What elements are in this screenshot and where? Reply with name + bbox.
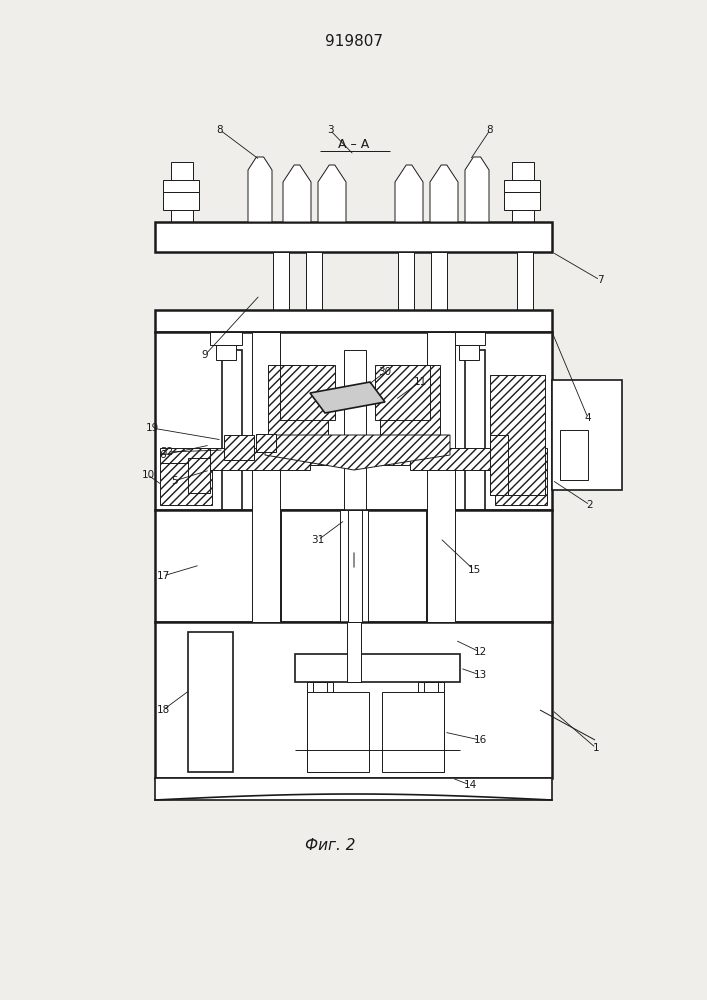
Bar [160,463,212,505]
Bar [310,448,410,465]
Bar [188,458,210,493]
Bar [222,350,242,510]
Text: 1: 1 [592,743,600,753]
Bar [380,365,440,435]
Text: 31: 31 [311,535,325,545]
Polygon shape [430,165,458,222]
Bar [155,622,552,778]
Bar [432,510,446,622]
Bar [382,692,444,772]
Bar [465,350,485,510]
Text: 9: 9 [201,350,209,360]
Bar [224,435,254,460]
Text: Фиг. 2: Фиг. 2 [305,838,355,852]
Bar [216,345,236,360]
Bar [418,682,444,772]
Bar [252,332,280,622]
Text: 32: 32 [160,447,174,457]
Bar [155,222,552,252]
Text: 8: 8 [216,125,223,135]
Bar [427,332,455,622]
Bar [459,345,479,360]
Bar [424,682,438,772]
Text: 3: 3 [327,125,333,135]
Polygon shape [318,165,346,222]
Bar [307,682,333,772]
Polygon shape [283,165,311,222]
Bar [560,430,588,480]
Bar [453,332,485,345]
Bar [163,192,199,210]
Text: 2: 2 [587,500,593,510]
Polygon shape [310,382,385,413]
Bar [347,622,361,682]
Bar [280,365,335,420]
Text: 5: 5 [170,476,177,486]
Text: 13: 13 [474,670,486,680]
Bar [431,252,447,310]
Bar [340,510,368,622]
Bar [255,510,281,622]
Bar [155,310,552,332]
Bar [256,434,276,452]
Bar [517,252,533,310]
Text: 8: 8 [486,125,493,135]
Bar [348,562,360,622]
Bar [268,365,328,435]
Text: 30: 30 [378,367,392,377]
Bar [504,192,540,210]
Bar [344,350,366,510]
Polygon shape [395,165,423,222]
Text: А – А: А – А [339,138,370,151]
Text: 4: 4 [585,413,591,423]
Bar [155,332,552,510]
Bar [504,180,540,192]
Polygon shape [465,157,489,222]
Bar [307,692,369,772]
Bar [410,448,490,470]
Bar [171,162,193,222]
Bar [426,510,452,622]
Bar [210,332,242,345]
Bar [495,448,547,505]
Bar [490,435,508,495]
Bar [552,380,622,490]
Bar [155,778,552,800]
Text: 12: 12 [474,647,486,657]
Bar [163,180,199,192]
Bar [375,365,430,420]
Text: 16: 16 [474,735,486,745]
Text: 11: 11 [414,377,426,387]
Bar [155,510,552,622]
Bar [512,162,534,222]
Text: 17: 17 [156,571,170,581]
Bar [188,632,233,772]
Bar [261,510,275,622]
Text: 7: 7 [597,275,603,285]
Polygon shape [248,157,272,222]
Text: 14: 14 [463,780,477,790]
Bar [398,252,414,310]
Text: 19: 19 [146,423,158,433]
Text: 18: 18 [156,705,170,715]
Text: 10: 10 [141,470,155,480]
Text: 15: 15 [467,565,481,575]
Bar [313,682,327,772]
Bar [210,448,310,470]
Polygon shape [265,435,450,470]
Bar [348,510,362,622]
Text: 919807: 919807 [325,34,383,49]
Bar [295,654,460,682]
Text: 6: 6 [160,450,166,460]
Bar [273,252,289,310]
Bar [306,252,322,310]
Bar [160,448,212,463]
Bar [490,375,545,495]
